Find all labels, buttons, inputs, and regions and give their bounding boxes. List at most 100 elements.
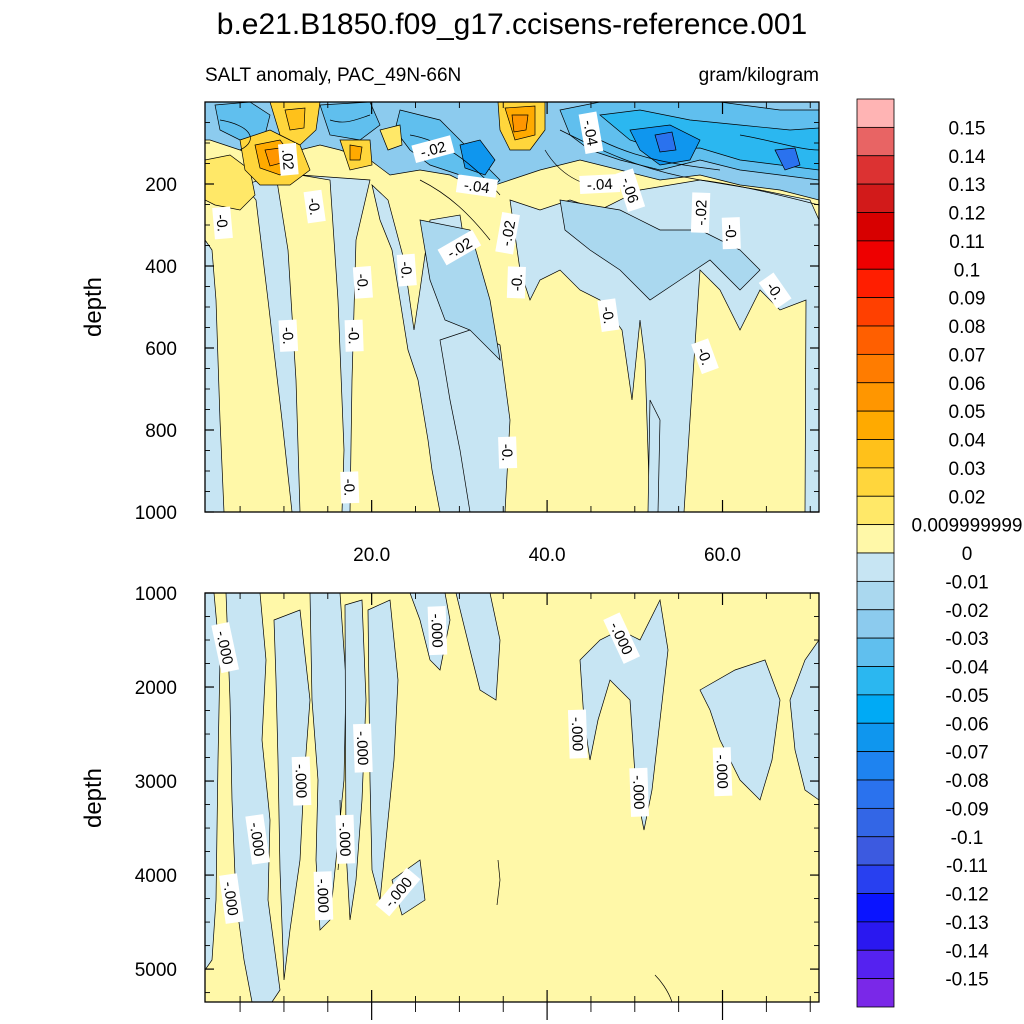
colorbar-swatch — [856, 240, 895, 270]
colorbar-label: 0.15 — [949, 118, 986, 139]
contour-label-box — [578, 111, 604, 155]
colorbar-label: 0.06 — [949, 374, 986, 395]
contour-label-text: -0. — [278, 327, 296, 345]
contour-label: -.02 — [690, 192, 711, 234]
contour-label-box — [427, 606, 448, 656]
colorbar-label: 0.08 — [949, 317, 986, 338]
colorbar-swatch — [856, 949, 895, 980]
colorbar-swatch — [856, 467, 895, 497]
y-tick-label: 1000 — [135, 503, 177, 524]
colorbar-swatch — [856, 382, 895, 412]
contour-label-box — [721, 217, 741, 250]
contour-label-box — [340, 471, 360, 504]
colorbar-swatch — [856, 495, 895, 526]
contour-label: -.000 — [219, 873, 244, 924]
contour-label-text: -0. — [212, 214, 230, 233]
contour-label-text: -0. — [340, 478, 358, 496]
contour-label: -0. — [721, 217, 741, 250]
colorbar-label: -0.03 — [945, 629, 988, 650]
colorbar-swatch — [856, 212, 895, 242]
colorbar-swatch — [856, 353, 895, 384]
contour-label: -.000 — [245, 814, 270, 865]
contour-label: -.04 — [455, 174, 498, 198]
colorbar-swatch — [856, 637, 895, 667]
contour-label-box — [629, 767, 650, 817]
subtitle-right: gram/kilogram — [699, 65, 819, 86]
contour-label-text: -.04 — [579, 119, 600, 147]
x-tick-label: 60.0 — [704, 545, 741, 566]
contour-label-text: -.000 — [629, 775, 647, 810]
contour-label-text: -.02 — [419, 139, 448, 162]
upper-y-axis: 200 400 600 800 1000 — [135, 101, 819, 524]
colorbar-swatch — [856, 893, 895, 923]
contour-label-box — [245, 814, 270, 865]
colorbar-swatch — [856, 410, 895, 440]
y-tick-label: 2000 — [135, 678, 177, 699]
colorbar-swatch — [856, 864, 895, 894]
x-tick-label: 20.0 — [353, 545, 390, 566]
colorbar-swatch — [856, 580, 895, 611]
lower-contour-labels: -.000 -.000 -.000 -.000 -.000 -.000 -.000 -.000… — [211, 606, 733, 924]
contour-label: -0. — [597, 298, 620, 333]
colorbar-label: -0.01 — [945, 572, 988, 593]
colorbar-swatch — [856, 807, 895, 838]
y-tick-label: 400 — [145, 257, 177, 278]
contour-label-text: .02 — [278, 148, 297, 170]
lower-plot-frame — [204, 592, 820, 1003]
contour-label-box — [313, 871, 334, 921]
colorbar-swatch — [856, 297, 895, 327]
colorbar-label: 0.03 — [949, 459, 986, 480]
colorbar-swatch — [856, 666, 895, 696]
contour-label-text: -.000 — [568, 717, 586, 752]
upper-x-axis — [239, 102, 811, 512]
colorbar-label: -0.08 — [945, 771, 988, 792]
contour-label-box — [211, 621, 240, 674]
contour-label-text: -.000 — [427, 613, 445, 648]
colorbar-label: -0.06 — [945, 714, 988, 735]
colorbar-swatch — [856, 325, 895, 355]
lower-x-axis — [239, 593, 811, 1020]
contour-label-box — [335, 814, 356, 864]
lower-y-label: depth — [80, 768, 107, 828]
contour-label: -.02 — [411, 135, 455, 164]
contour-label-box — [579, 173, 621, 195]
contour-label-box — [411, 135, 455, 164]
colorbar-swatch — [856, 524, 895, 554]
contour-label: -0. — [303, 189, 326, 224]
contour-label-box — [344, 319, 364, 352]
contour-label-text: -.02 — [693, 200, 711, 226]
contour-label-text: -0. — [693, 345, 715, 367]
colorbar-label: -0.13 — [945, 913, 988, 934]
colorbar-swatch — [856, 694, 895, 724]
contour-label-text: -0. — [498, 444, 516, 462]
contour-label: -0. — [212, 206, 233, 240]
contour-label-text: -.000 — [353, 731, 371, 766]
x-tick-label: 40.0 — [529, 545, 566, 566]
colorbar-label: -0.07 — [945, 743, 988, 764]
contour-label: .02 — [278, 142, 299, 176]
main-title: b.e21.B1850.f09_g17.ccisens-reference.00… — [217, 8, 807, 41]
contour-label-box — [352, 266, 373, 299]
colorbar — [856, 98, 895, 1008]
contour-label: -.000 — [211, 621, 240, 674]
colorbar-swatch — [856, 126, 895, 157]
contour-label: -0. — [758, 272, 792, 309]
contour-label-text: -.000 — [313, 878, 331, 913]
contour-label-box — [712, 747, 733, 797]
colorbar-label: 0.05 — [949, 402, 986, 423]
contour-label: -.000 — [712, 747, 733, 797]
colorbar-swatch — [856, 921, 895, 951]
colorbar-label: -0.09 — [945, 799, 988, 820]
colorbar-swatch — [856, 439, 895, 469]
contour-label-box — [375, 867, 421, 917]
contour-label-text: -0. — [598, 305, 617, 325]
contour-label-box — [212, 206, 233, 240]
contour-label: -.000 — [629, 767, 650, 817]
colorbar-label: 0.14 — [949, 147, 986, 168]
contour-label: -.04 — [578, 111, 604, 155]
contour-label: -.000 — [353, 723, 373, 773]
colorbar-swatch — [856, 268, 895, 299]
